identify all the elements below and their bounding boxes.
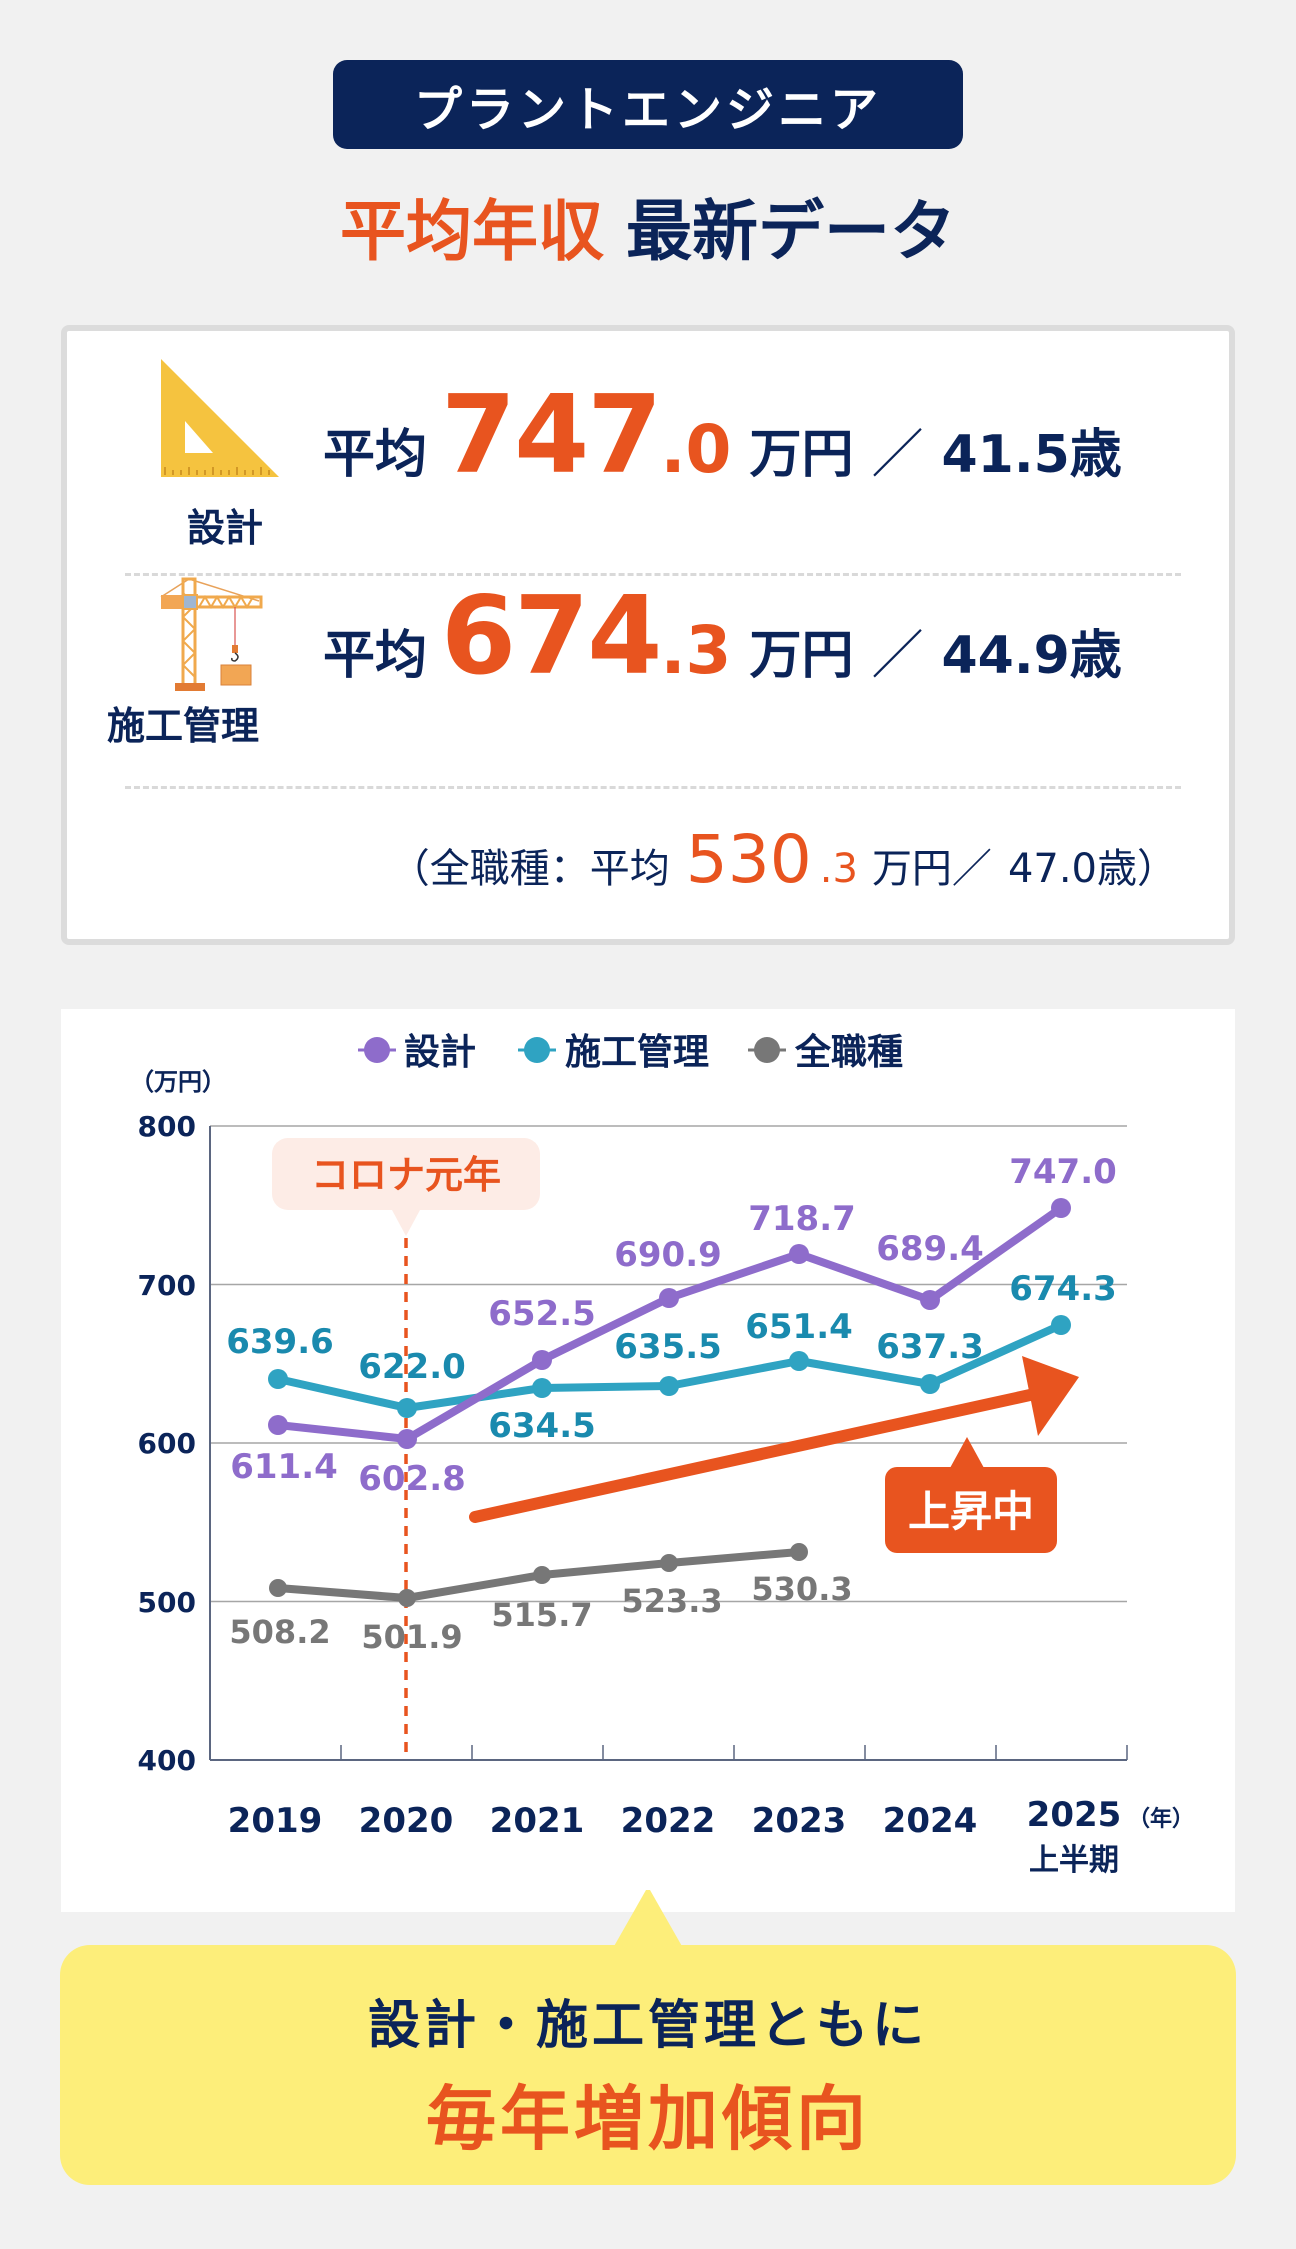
- svg-text:690.9: 690.9: [614, 1235, 722, 1275]
- set-square-ruler-icon: [161, 359, 279, 477]
- x-tick-labels: 2019 2020 2021 2022 2023 2024 2025: [228, 1795, 1122, 1841]
- page-title: 平均年収 最新データ: [0, 178, 1296, 274]
- title-rest: 最新データ: [626, 193, 956, 270]
- y-axis-unit: （万円）: [130, 1068, 226, 1096]
- corona-annotation: コロナ元年: [272, 1138, 540, 1756]
- summary-row-sekou: 施工管理 平均 674.3 万円 ／ 44.9歳: [67, 574, 1229, 791]
- callout-pointer: [613, 1890, 683, 1948]
- legend-marker-sekou: [524, 1037, 550, 1063]
- salary-trend-chart: 設計 施工管理 全職種 （万円） 800 700: [130, 1031, 1194, 1878]
- svg-text:2020: 2020: [359, 1801, 454, 1841]
- rising-trend-arrow: [469, 1356, 1079, 1523]
- average-age: 41.5歳: [941, 425, 1122, 485]
- legend-label: 設計: [404, 1032, 476, 1073]
- separator: ／: [871, 425, 924, 485]
- category-label: 施工管理: [106, 704, 259, 748]
- overall-decimal: .3: [819, 846, 858, 892]
- svg-text:2019: 2019: [228, 1801, 323, 1841]
- series-sekou: 639.6 622.0 634.5 635.5 651.4 637.3 674.…: [226, 1269, 1117, 1446]
- overall-prefix: （全職種：平均: [389, 846, 670, 892]
- line-chart-panel: 設計 施工管理 全職種 （万円） 800 700: [61, 1009, 1235, 1912]
- rising-badge: 上昇中: [885, 1437, 1057, 1553]
- series-sekkei: 611.4 602.8 652.5 690.9 718.7 689.4 747.…: [230, 1152, 1117, 1499]
- salary-unit: 万円: [749, 626, 854, 686]
- separator: ／: [871, 626, 924, 686]
- gridlines: [210, 1125, 1127, 1603]
- corona-label: コロナ元年: [311, 1153, 501, 1197]
- legend-label: 全職種: [794, 1031, 903, 1073]
- svg-text:2024: 2024: [883, 1801, 978, 1841]
- svg-text:523.3: 523.3: [621, 1582, 722, 1620]
- overall-value: 530: [685, 821, 812, 898]
- svg-text:2021: 2021: [490, 1801, 585, 1841]
- title-accent: 平均年収: [340, 193, 604, 270]
- svg-text:400: 400: [138, 1744, 196, 1777]
- svg-text:508.2: 508.2: [229, 1613, 330, 1651]
- legend-marker-sekkei: [364, 1037, 390, 1063]
- salary-stat: 平均 674.3 万円 ／ 44.9歳: [323, 574, 1122, 699]
- salary-value: 747: [441, 373, 662, 498]
- svg-text:635.5: 635.5: [614, 1327, 722, 1367]
- svg-text:2025: 2025: [1027, 1795, 1122, 1835]
- svg-text:689.4: 689.4: [876, 1229, 984, 1269]
- summary-callout: 設計・施工管理ともに 毎年増加傾向: [60, 1945, 1236, 2185]
- summary-row-sekkei: 設計 平均 747.0 万円 ／ 41.5歳: [67, 331, 1229, 581]
- svg-text:639.6: 639.6: [226, 1322, 334, 1362]
- svg-text:800: 800: [138, 1110, 196, 1143]
- legend-label: 施工管理: [565, 1032, 709, 1073]
- chart-legend: 設計 施工管理 全職種: [358, 1031, 903, 1073]
- svg-text:2023: 2023: [752, 1801, 847, 1841]
- svg-text:747.0: 747.0: [1009, 1152, 1117, 1192]
- svg-text:500: 500: [138, 1586, 196, 1619]
- series-all: 508.2 501.9 515.7 523.3 530.3: [229, 1543, 853, 1656]
- callout-line-2: 毎年増加傾向: [426, 2078, 870, 2160]
- svg-text:622.0: 622.0: [358, 1347, 466, 1387]
- svg-text:602.8: 602.8: [358, 1459, 466, 1499]
- x-axis-unit: （年）: [1128, 1806, 1194, 1832]
- svg-text:611.4: 611.4: [230, 1447, 338, 1487]
- category-label: 設計: [186, 506, 263, 550]
- svg-text:2022: 2022: [621, 1801, 716, 1841]
- salary-decimal: .3: [660, 612, 732, 689]
- salary-unit: 万円: [749, 425, 854, 485]
- avg-prefix: 平均: [323, 425, 428, 485]
- svg-text:651.4: 651.4: [745, 1307, 853, 1347]
- svg-text:718.7: 718.7: [748, 1199, 856, 1239]
- average-age: 44.9歳: [941, 626, 1122, 686]
- callout-line-1: 設計・施工管理ともに: [367, 1996, 928, 2056]
- svg-text:501.9: 501.9: [361, 1618, 462, 1656]
- svg-text:652.5: 652.5: [488, 1294, 596, 1334]
- svg-text:515.7: 515.7: [491, 1596, 592, 1634]
- svg-text:637.3: 637.3: [876, 1327, 984, 1367]
- job-title-badge: プラントエンジニア: [333, 60, 963, 149]
- svg-text:530.3: 530.3: [751, 1570, 852, 1608]
- tower-crane-icon: [160, 577, 263, 691]
- rising-label: 上昇中: [908, 1487, 1034, 1536]
- svg-text:674.3: 674.3: [1009, 1269, 1117, 1309]
- legend-marker-all: [754, 1037, 780, 1063]
- salary-stat: 平均 747.0 万円 ／ 41.5歳: [323, 373, 1122, 498]
- x-sub-label: 上半期: [1029, 1843, 1119, 1878]
- salary-value: 674: [441, 574, 662, 699]
- avg-prefix: 平均: [323, 626, 428, 686]
- divider: [125, 786, 1181, 789]
- overall-age: 47.0歳）: [1007, 846, 1177, 892]
- y-tick-labels: 800 700 600 500 400: [138, 1110, 196, 1777]
- overall-salary-line: （全職種：平均 530.3 万円／ 47.0歳）: [390, 821, 1177, 898]
- salary-summary-card: 設計 平均 747.0 万円 ／ 41.5歳 施工管理 平均: [61, 325, 1235, 945]
- svg-text:634.5: 634.5: [488, 1406, 596, 1446]
- x-ticks: [340, 1745, 1128, 1760]
- svg-text:600: 600: [138, 1427, 196, 1460]
- svg-text:700: 700: [138, 1269, 196, 1302]
- salary-decimal: .0: [660, 411, 732, 488]
- overall-unit: 万円／: [871, 846, 992, 892]
- divider: [125, 573, 1181, 576]
